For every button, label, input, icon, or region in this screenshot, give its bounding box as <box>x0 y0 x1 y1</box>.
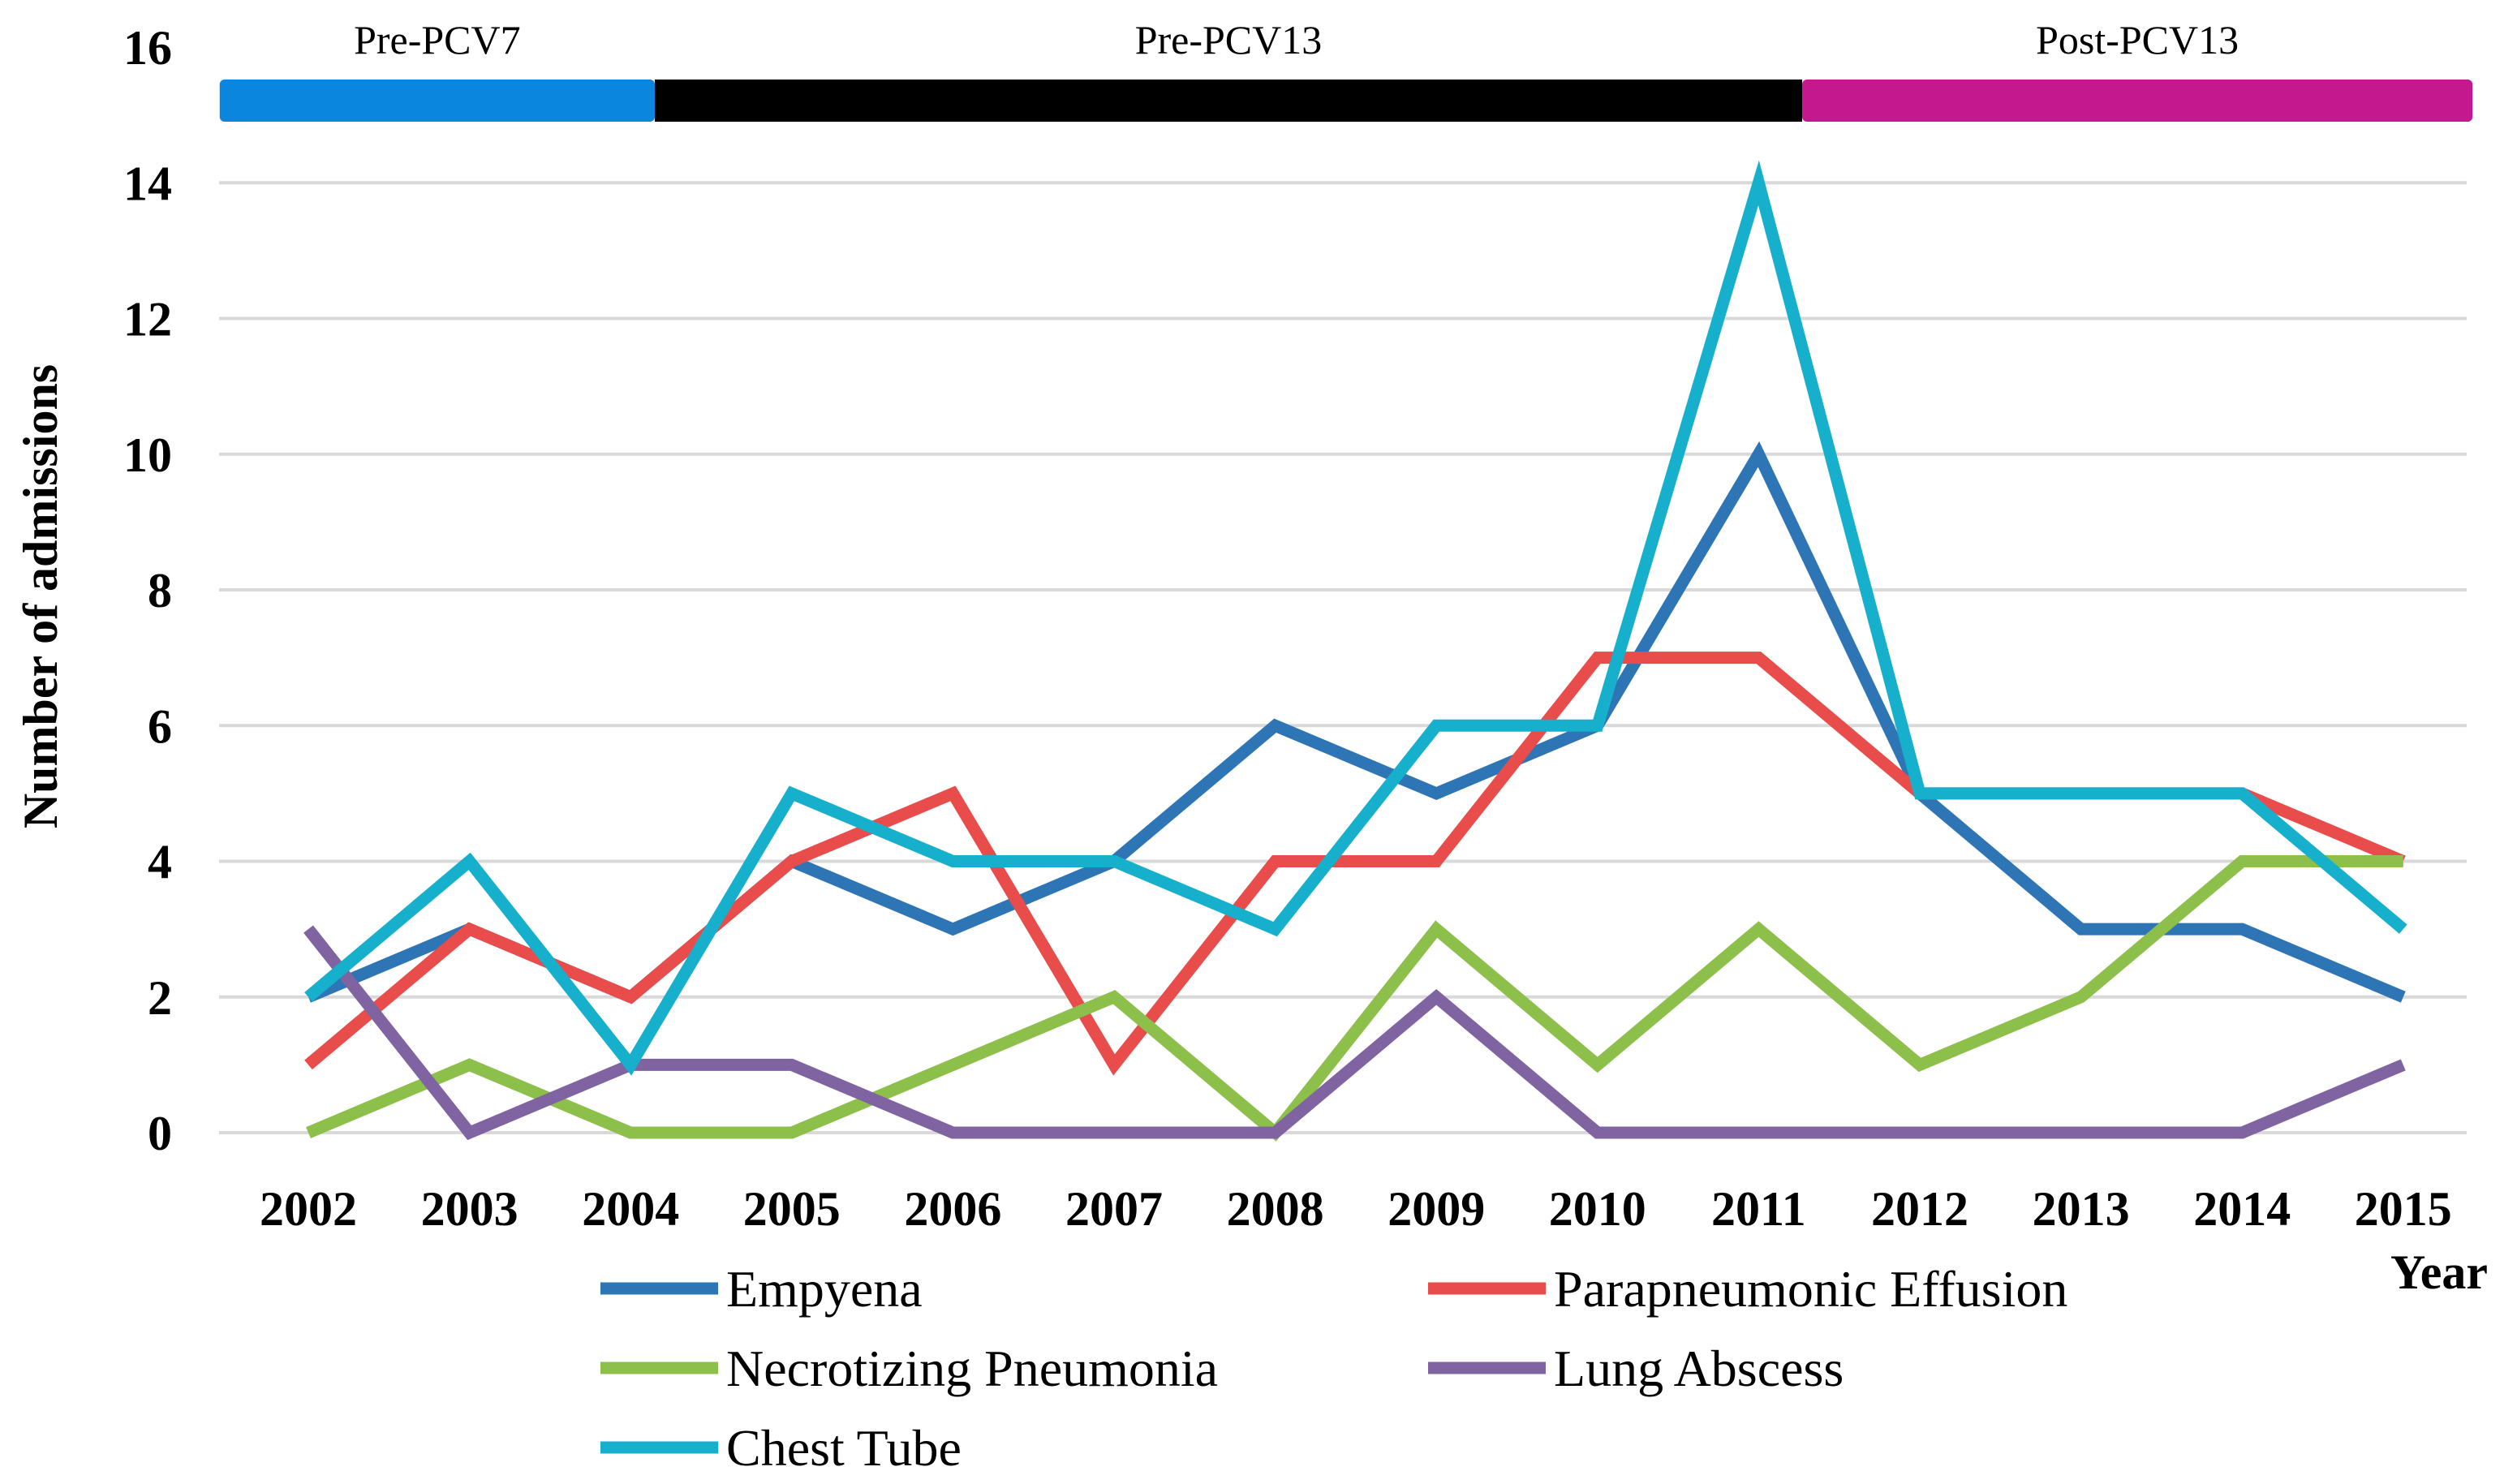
y-tick-label: 2 <box>148 971 172 1025</box>
x-tick-label: 2002 <box>260 1182 357 1236</box>
legend-label: Lung Abscess <box>1554 1340 1844 1397</box>
x-axis-title: Year <box>2390 1245 2488 1299</box>
x-tick-label: 2003 <box>421 1182 518 1236</box>
y-tick-label: 14 <box>123 157 172 210</box>
x-axis-ticks: 2002 2003 2004 2005 2006 2007 2008 2009 2010 2011… <box>260 1182 2452 1236</box>
x-tick-label: 2011 <box>1711 1182 1806 1236</box>
y-tick-label: 10 <box>123 428 172 482</box>
legend-label: Necrotizing Pneumonia <box>726 1340 1218 1397</box>
y-tick-label: 12 <box>123 293 172 346</box>
x-tick-label: 2013 <box>2033 1182 2130 1236</box>
period-label: Post-PCV13 <box>2036 17 2239 62</box>
legend-label: Parapneumonic Effusion <box>1554 1260 2067 1318</box>
period-bars: Pre-PCV7 Pre-PCV13 Post-PCV13 <box>219 17 2473 122</box>
period-label: Pre-PCV13 <box>1135 17 1323 62</box>
period-label: Pre-PCV7 <box>354 17 521 62</box>
y-axis-ticks: 0 2 4 6 8 10 12 14 16 <box>123 21 172 1160</box>
y-tick-label: 4 <box>148 836 172 889</box>
series-line <box>306 855 2403 1142</box>
x-tick-label: 2004 <box>582 1182 679 1236</box>
x-tick-label: 2014 <box>2193 1182 2291 1236</box>
x-tick-label: 2007 <box>1065 1182 1163 1236</box>
y-tick-label: 6 <box>148 699 172 753</box>
series-line <box>304 160 2407 1076</box>
period-bar <box>654 80 1803 122</box>
y-tick-label: 8 <box>148 564 172 617</box>
period-bar <box>219 80 655 122</box>
legend: Empyena Parapneumonic Effusion Necrotizing… <box>600 1260 2067 1477</box>
series-lines <box>303 160 2407 1142</box>
x-tick-label: 2010 <box>1549 1182 1646 1236</box>
period-bar <box>1802 80 2473 122</box>
x-tick-label: 2005 <box>743 1182 841 1236</box>
x-tick-label: 2015 <box>2355 1182 2452 1236</box>
y-axis-title: Number of admissions <box>14 364 67 828</box>
x-tick-label: 2008 <box>1227 1182 1324 1236</box>
x-tick-label: 2009 <box>1388 1182 1485 1236</box>
series-line <box>303 925 2406 1141</box>
x-tick-label: 2012 <box>1871 1182 1968 1236</box>
y-tick-label: 0 <box>148 1107 172 1160</box>
x-tick-label: 2006 <box>904 1182 1001 1236</box>
legend-label: Chest Tube <box>726 1419 962 1477</box>
y-tick-label: 16 <box>123 21 172 75</box>
legend-label: Empyena <box>726 1260 923 1318</box>
